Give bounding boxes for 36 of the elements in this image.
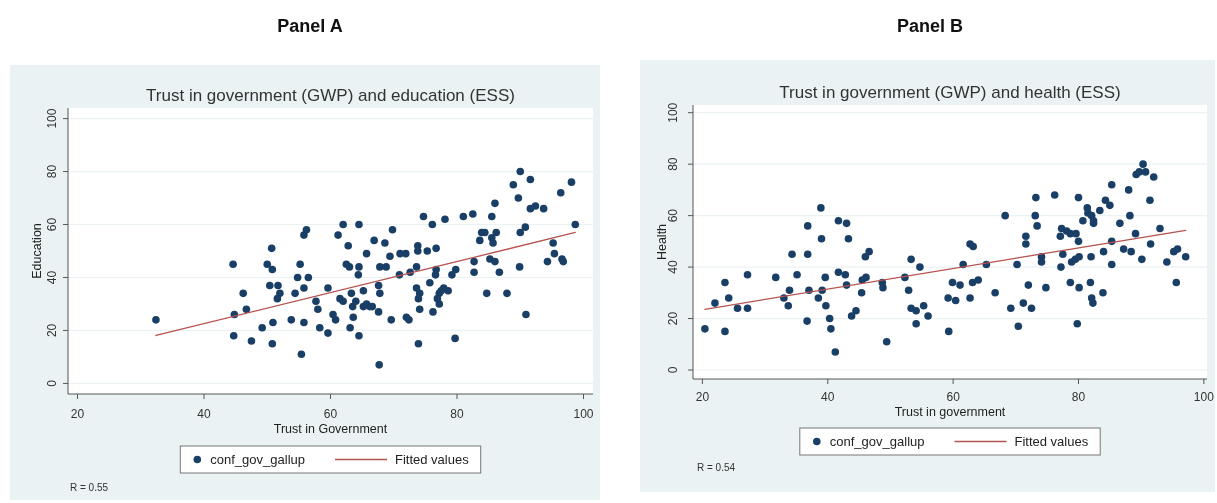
text: R = 0.55 <box>70 482 109 493</box>
y-tick-label: 80 <box>666 157 680 171</box>
chart-title: Panel A <box>277 16 343 36</box>
x-axis-title: Trust in Government <box>273 422 388 436</box>
x-tick-label: 20 <box>70 407 85 421</box>
y-axis-title: Education <box>30 223 44 279</box>
x-axis-title: Trust in government <box>894 405 1006 419</box>
y-tick-label: 100 <box>45 108 59 129</box>
chart-subtitle: Trust in government (GWP) and health (ESS) <box>779 83 1121 102</box>
y-tick-label: 20 <box>666 311 680 326</box>
x-tick-label: 100 <box>573 407 594 421</box>
x-tick-label: 20 <box>695 390 710 404</box>
chart-title: Panel B <box>896 16 964 36</box>
y-tick-label: 60 <box>45 217 59 232</box>
legend-label: Fitted values <box>394 452 470 467</box>
x-tick-label: 60 <box>946 390 961 404</box>
legend-label: conf_gov_gallup <box>829 434 925 449</box>
y-tick-label: 100 <box>666 102 680 123</box>
y-tick-label: 80 <box>45 164 59 179</box>
y-tick-label: 40 <box>666 260 680 274</box>
x-tick-label: 80 <box>1071 390 1086 404</box>
x-tick-label: 80 <box>450 407 464 421</box>
y-tick-label: 40 <box>45 270 59 285</box>
legend-label: Fitted values <box>1014 434 1089 449</box>
y-tick-label: 0 <box>666 366 680 374</box>
chart-subtitle: Trust in government (GWP) and education (ESS) <box>146 86 515 105</box>
y-tick-label: 60 <box>666 208 680 223</box>
x-tick-label: 40 <box>821 390 835 404</box>
x-tick-label: 60 <box>323 407 338 421</box>
y-axis-title: Health <box>655 223 669 261</box>
text: R = 0.54 <box>697 462 736 473</box>
x-tick-label: 100 <box>1193 390 1215 404</box>
x-tick-label: 40 <box>197 407 211 421</box>
y-tick-label: 0 <box>45 379 59 387</box>
y-tick-label: 20 <box>45 323 59 338</box>
legend-label: conf_gov_gallup <box>210 452 306 467</box>
